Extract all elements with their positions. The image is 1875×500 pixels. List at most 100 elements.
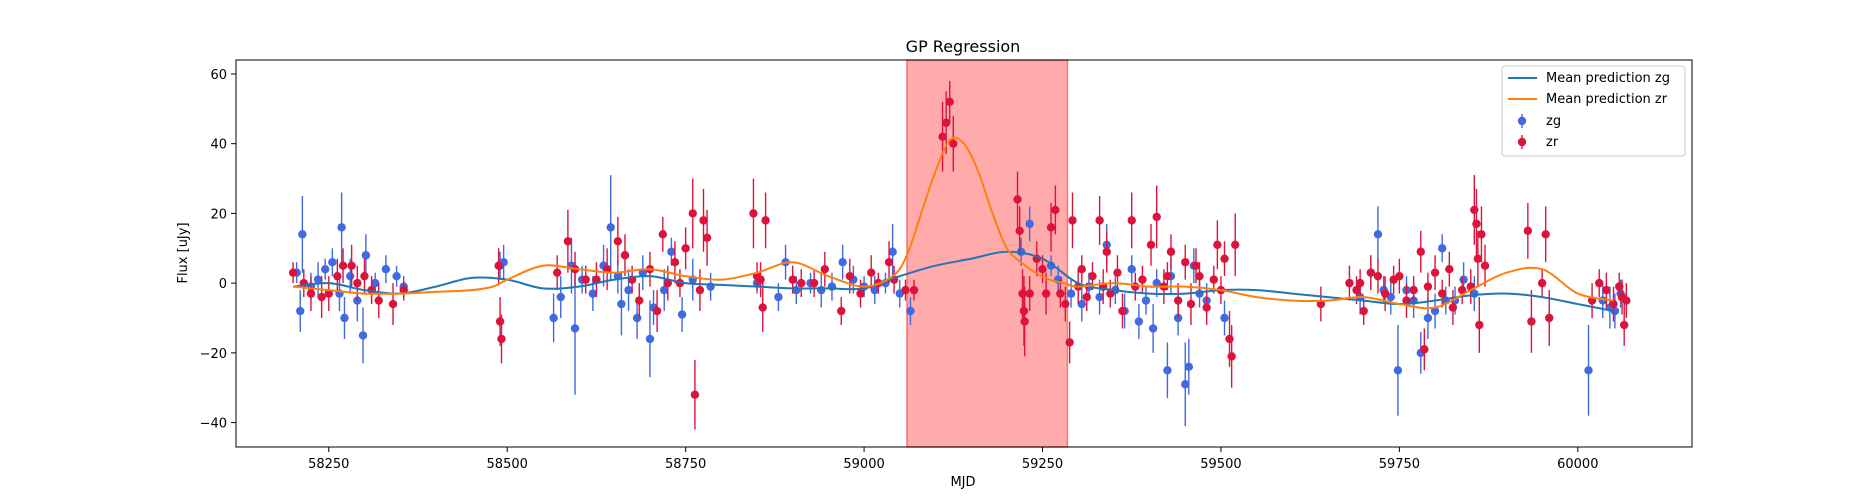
- data-point-zr: [1181, 244, 1190, 280]
- point-marker-zr: [613, 237, 623, 246]
- point-marker-zg: [296, 306, 305, 316]
- data-point-zr: [1409, 276, 1418, 305]
- point-marker-zr: [1127, 216, 1136, 225]
- data-point-zr: [909, 279, 919, 301]
- data-point-zr: [1595, 269, 1604, 298]
- point-marker-zr: [1445, 264, 1454, 274]
- point-marker-zg: [370, 278, 380, 288]
- data-point-zr: [1622, 283, 1631, 318]
- point-marker-zg: [888, 247, 897, 256]
- data-point-zr: [688, 178, 697, 249]
- point-marker-zr: [1061, 299, 1070, 309]
- data-point-zr: [1082, 283, 1091, 312]
- point-marker-zr: [563, 237, 573, 246]
- point-marker-zr: [837, 306, 846, 316]
- data-point-zr: [1220, 241, 1229, 277]
- point-marker-zr: [552, 268, 562, 277]
- data-point-zg: [1437, 234, 1447, 263]
- point-marker-zr: [945, 97, 954, 107]
- point-marker-zr: [788, 275, 797, 284]
- y-tick-label: 20: [210, 207, 227, 222]
- data-point-zg: [1152, 269, 1161, 298]
- data-point-zg: [392, 265, 401, 287]
- data-point-zg: [1181, 342, 1190, 427]
- data-point-zr: [1195, 262, 1204, 291]
- data-point-zr: [1420, 328, 1429, 371]
- point-marker-zr: [306, 289, 316, 298]
- point-marker-zr: [581, 275, 590, 284]
- data-point-zg: [296, 290, 305, 332]
- point-marker-zr: [1077, 264, 1086, 274]
- point-marker-zg: [392, 271, 401, 281]
- point-marker-zg: [1373, 230, 1383, 239]
- point-marker-zr: [901, 285, 910, 295]
- data-point-zg: [298, 195, 307, 273]
- data-point-zr: [1541, 206, 1550, 263]
- point-marker-zg: [298, 230, 307, 239]
- point-marker-zg: [1163, 366, 1172, 375]
- data-point-zg: [1393, 324, 1403, 416]
- data-point-zr: [1316, 286, 1326, 322]
- data-point-zr: [497, 314, 506, 364]
- point-marker-zr: [1138, 275, 1147, 284]
- point-marker-zr: [1118, 306, 1127, 316]
- data-point-zg: [888, 223, 897, 280]
- data-point-zg: [624, 269, 633, 312]
- point-marker-zg: [556, 292, 565, 302]
- y-tick-label: 60: [210, 68, 227, 83]
- point-marker-zg: [617, 299, 626, 309]
- data-point-zr: [1015, 206, 1024, 256]
- y-tick-label: 40: [210, 138, 227, 153]
- point-marker-zr: [1619, 320, 1629, 330]
- point-marker-zr: [1152, 212, 1161, 222]
- data-point-zr: [758, 283, 767, 332]
- point-marker-zr: [761, 216, 770, 225]
- point-marker-zr: [1220, 254, 1229, 263]
- data-point-zr: [658, 216, 668, 252]
- point-marker-zr: [495, 317, 505, 326]
- point-marker-zr: [1366, 268, 1376, 277]
- point-marker-zr: [347, 261, 356, 270]
- data-point-zr: [1423, 272, 1433, 301]
- data-point-zg: [588, 276, 598, 312]
- point-marker-zr: [749, 209, 758, 218]
- point-marker-zr: [353, 278, 362, 288]
- legend-swatch-zg-points: [1517, 114, 1527, 128]
- point-marker-zr: [1475, 320, 1484, 330]
- data-point-zg: [1163, 342, 1172, 399]
- point-marker-zr: [1480, 261, 1490, 270]
- point-marker-zr: [1095, 216, 1104, 225]
- point-marker-zr: [688, 209, 697, 218]
- x-tick-label: 59750: [1379, 457, 1420, 472]
- point-marker-zg: [1152, 278, 1161, 288]
- point-marker-zr: [1477, 230, 1486, 239]
- point-marker-zr: [909, 285, 919, 295]
- data-point-zr: [1061, 286, 1070, 322]
- data-point-zr: [1527, 290, 1536, 353]
- point-marker-zr: [1537, 278, 1547, 288]
- data-point-zg: [606, 175, 615, 280]
- point-marker-zg: [1134, 317, 1144, 326]
- point-marker-zr: [1163, 271, 1172, 281]
- point-marker-zg: [1459, 275, 1468, 284]
- point-marker-zr: [1173, 296, 1183, 305]
- point-marker-zr: [1359, 306, 1368, 316]
- point-marker-zg: [345, 271, 355, 281]
- data-point-zr: [1609, 286, 1618, 322]
- point-marker-zr: [1195, 271, 1204, 281]
- point-marker-zr: [1191, 261, 1201, 270]
- point-marker-zr: [1146, 240, 1156, 249]
- point-marker-zr: [1046, 223, 1056, 232]
- data-point-zr: [613, 216, 623, 266]
- point-marker-zr: [1615, 282, 1624, 291]
- data-point-zr: [1152, 185, 1161, 249]
- legend-marker: [1517, 137, 1527, 147]
- data-point-zr: [1416, 230, 1425, 273]
- data-point-zr: [1041, 272, 1051, 315]
- point-marker-zr: [338, 261, 348, 270]
- point-marker-zr: [867, 268, 876, 277]
- point-marker-zr: [1373, 271, 1383, 281]
- point-marker-zr: [1227, 352, 1236, 361]
- mean-line-zr: [293, 136, 1614, 310]
- point-marker-zg: [660, 285, 669, 295]
